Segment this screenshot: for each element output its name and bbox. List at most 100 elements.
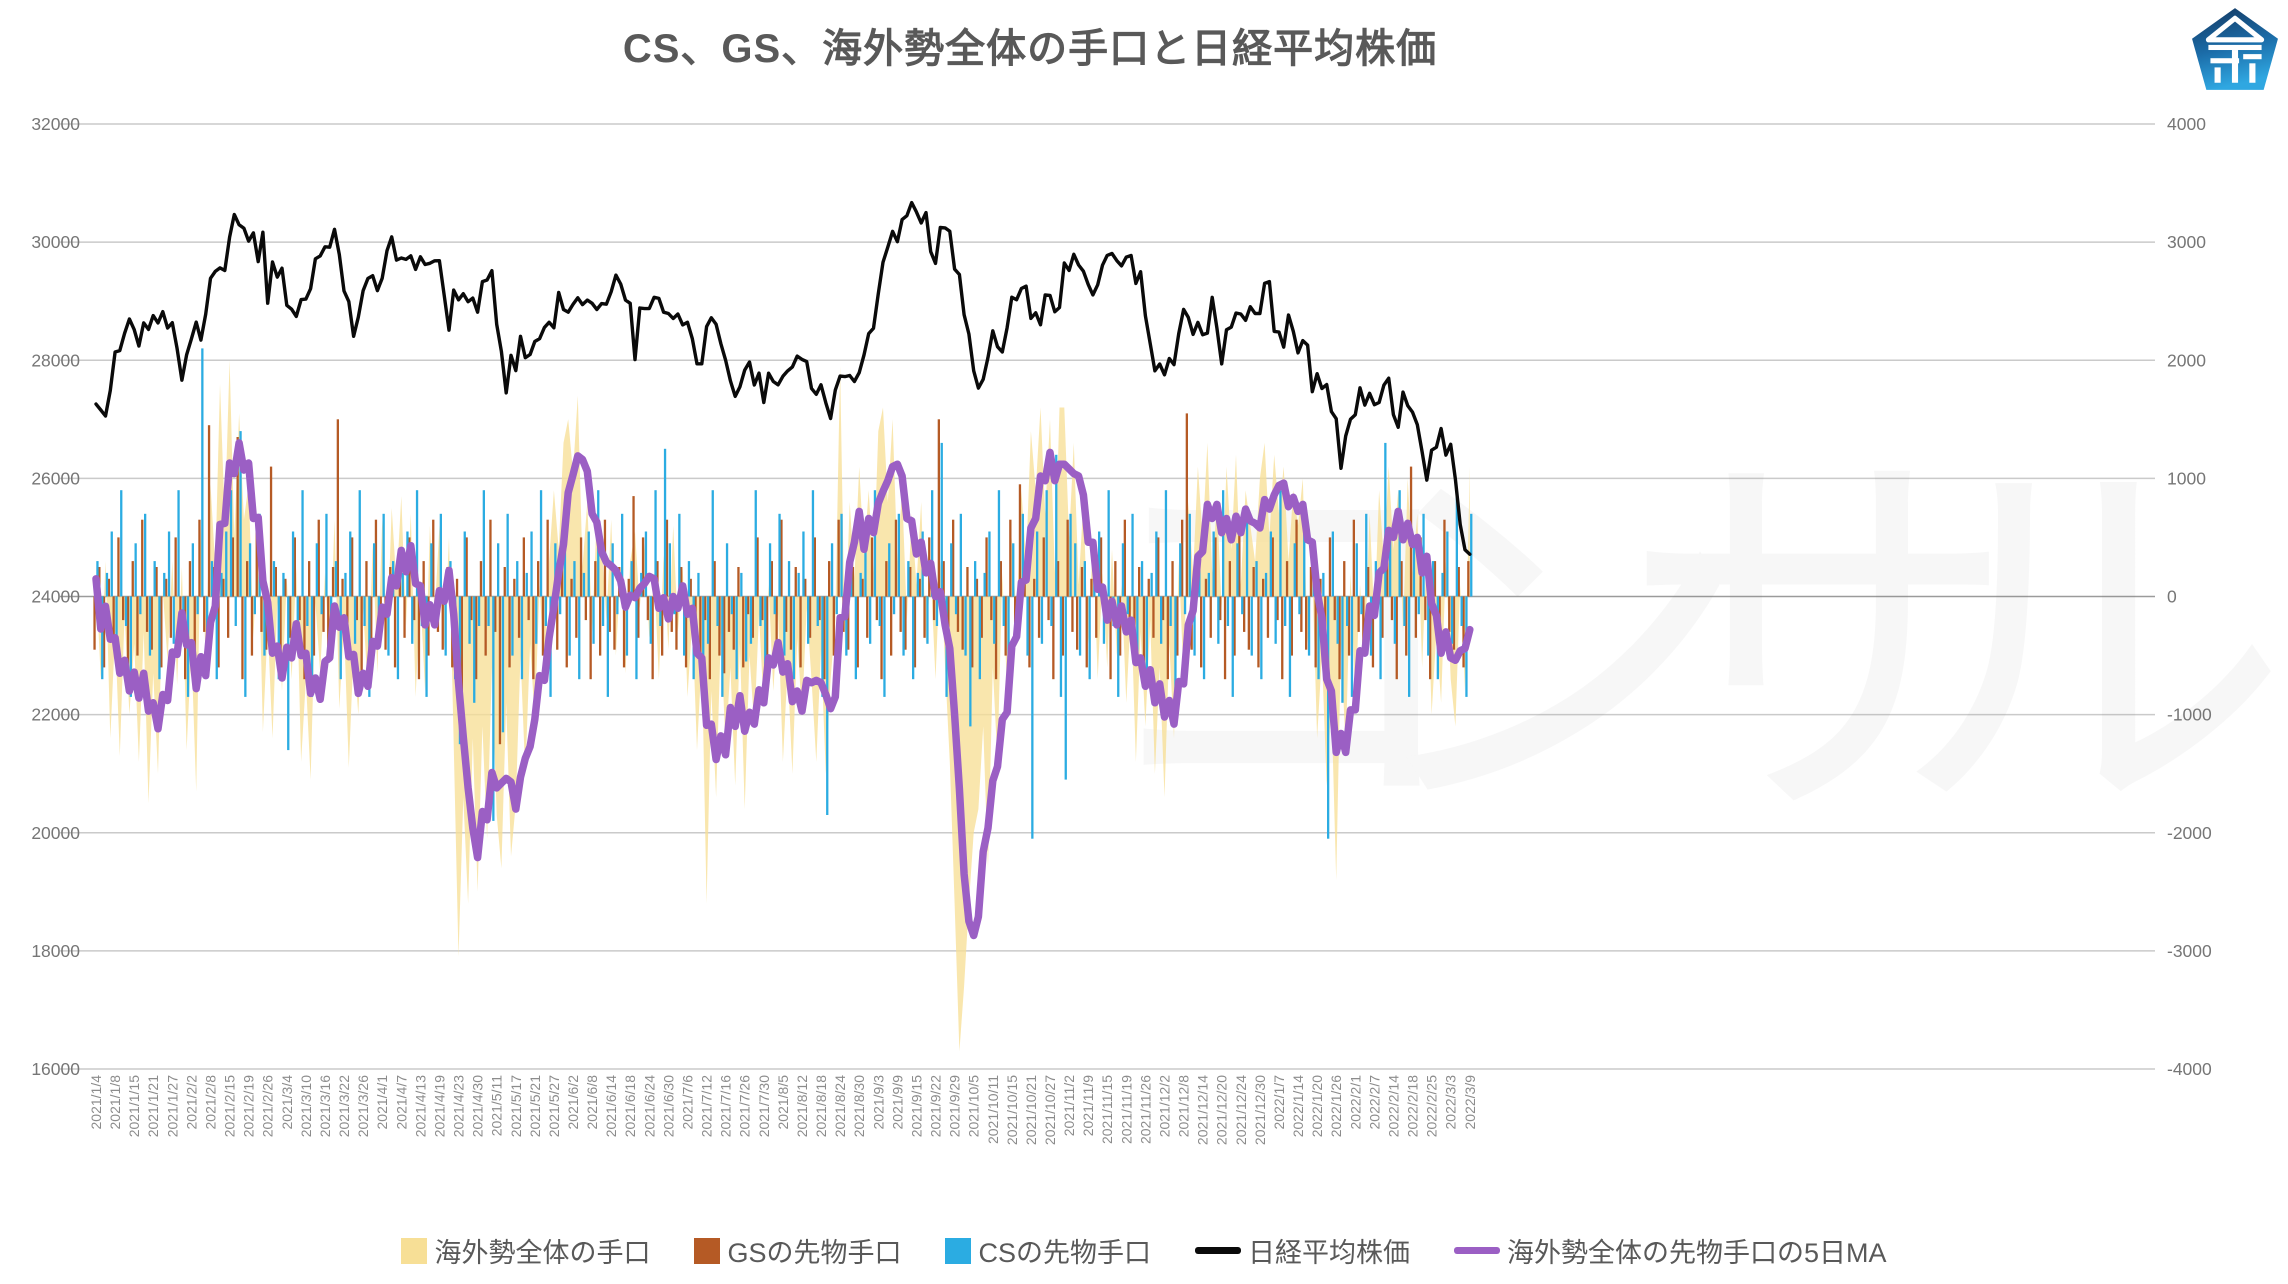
svg-text:2021/12/24: 2021/12/24 xyxy=(1233,1075,1249,1145)
svg-text:2021/8/5: 2021/8/5 xyxy=(775,1075,791,1130)
svg-text:2021/9/9: 2021/9/9 xyxy=(889,1075,905,1130)
legend-item-0: 海外勢全体の手口 xyxy=(401,1231,650,1270)
legend-label: CSの先物手口 xyxy=(978,1238,1151,1268)
svg-text:2021/4/23: 2021/4/23 xyxy=(451,1075,467,1137)
legend-swatch-icon xyxy=(1454,1247,1500,1254)
logo-glyph xyxy=(2208,44,2262,83)
svg-text:2021/2/2: 2021/2/2 xyxy=(183,1075,199,1130)
nikkei-line-series xyxy=(94,200,1472,556)
legend-swatch-icon xyxy=(945,1237,972,1264)
chart-legend: 海外勢全体の手口 GSの先物手口 CSの先物手口 日経平均株価 海外勢全体の先物手口の5… xyxy=(0,1231,2288,1270)
svg-text:2022/2/1: 2022/2/1 xyxy=(1347,1075,1363,1130)
svg-text:4000: 4000 xyxy=(2167,114,2206,134)
svg-text:2021/12/20: 2021/12/20 xyxy=(1214,1075,1230,1145)
svg-text:2021/9/15: 2021/9/15 xyxy=(908,1075,924,1137)
svg-text:1000: 1000 xyxy=(2167,468,2206,488)
pentagon-brand-logo xyxy=(2192,8,2278,90)
svg-text:2021/10/5: 2021/10/5 xyxy=(966,1075,982,1137)
svg-text:2021/2/15: 2021/2/15 xyxy=(222,1075,238,1137)
svg-text:2022/3/3: 2022/3/3 xyxy=(1443,1075,1459,1130)
ma5-line-series xyxy=(92,439,1474,940)
svg-text:2021/8/24: 2021/8/24 xyxy=(832,1075,848,1137)
legend-item-3: 日経平均株価 xyxy=(1195,1231,1410,1270)
svg-text:2021/11/2: 2021/11/2 xyxy=(1061,1075,1077,1136)
svg-text:2021/7/12: 2021/7/12 xyxy=(699,1075,715,1137)
svg-text:2021/1/21: 2021/1/21 xyxy=(145,1075,161,1137)
svg-text:2021/6/14: 2021/6/14 xyxy=(603,1075,619,1137)
svg-text:2021/10/27: 2021/10/27 xyxy=(1042,1075,1058,1145)
svg-text:2022/1/14: 2022/1/14 xyxy=(1290,1075,1306,1137)
svg-text:2021/12/30: 2021/12/30 xyxy=(1252,1075,1268,1145)
svg-text:18000: 18000 xyxy=(31,941,80,961)
svg-text:28000: 28000 xyxy=(31,350,80,370)
svg-text:2021/7/16: 2021/7/16 xyxy=(718,1075,734,1137)
svg-text:2021/8/12: 2021/8/12 xyxy=(794,1075,810,1137)
svg-text:-3000: -3000 xyxy=(2167,941,2212,961)
legend-label: 日経平均株価 xyxy=(1248,1238,1410,1268)
svg-text:2021/7/26: 2021/7/26 xyxy=(737,1075,753,1137)
svg-text:2021/12/2: 2021/12/2 xyxy=(1156,1075,1172,1137)
svg-text:2021/10/15: 2021/10/15 xyxy=(1004,1075,1020,1145)
svg-text:2021/1/27: 2021/1/27 xyxy=(164,1075,180,1137)
svg-text:16000: 16000 xyxy=(31,1059,80,1079)
svg-text:2021/3/22: 2021/3/22 xyxy=(336,1075,352,1137)
svg-text:2021/6/2: 2021/6/2 xyxy=(565,1075,581,1130)
svg-text:2021/2/26: 2021/2/26 xyxy=(260,1075,276,1137)
left-axis-labels: 32000 30000 28000 26000 24000 22000 20000 18000… xyxy=(31,114,80,1079)
svg-text:2021/4/13: 2021/4/13 xyxy=(412,1075,428,1137)
svg-text:2021/5/11: 2021/5/11 xyxy=(489,1075,505,1136)
svg-text:2021/3/4: 2021/3/4 xyxy=(279,1075,295,1130)
svg-text:2021/3/10: 2021/3/10 xyxy=(298,1075,314,1137)
right-axis-labels: 4000 3000 2000 1000 0 -1000 -2000 -3000 -4000 xyxy=(2167,114,2212,1079)
svg-text:22000: 22000 xyxy=(31,705,80,725)
svg-text:2021/1/15: 2021/1/15 xyxy=(126,1075,142,1137)
svg-text:2021/8/30: 2021/8/30 xyxy=(851,1075,867,1137)
x-axis-labels: 2021/1/4 2021/1/8 2021/1/15 2021/1/21 2021/1… xyxy=(88,1075,1478,1145)
chart-title: CS、GS、海外勢全体の手口と日経平均株価 xyxy=(622,27,1438,71)
svg-text:2021/6/8: 2021/6/8 xyxy=(584,1075,600,1130)
svg-text:2022/2/14: 2022/2/14 xyxy=(1385,1075,1401,1137)
svg-text:2022/1/20: 2022/1/20 xyxy=(1309,1075,1325,1137)
svg-text:2021/10/11: 2021/10/11 xyxy=(985,1075,1001,1144)
legend-swatch-icon xyxy=(401,1237,428,1264)
logo-roof-icon xyxy=(2205,15,2265,43)
svg-text:2021/11/19: 2021/11/19 xyxy=(1118,1075,1134,1144)
svg-text:2000: 2000 xyxy=(2167,350,2206,370)
svg-text:2021/4/30: 2021/4/30 xyxy=(470,1075,486,1137)
svg-text:2022/2/25: 2022/2/25 xyxy=(1424,1075,1440,1137)
legend-item-1: GSの先物手口 xyxy=(694,1231,901,1270)
svg-text:2022/2/7: 2022/2/7 xyxy=(1366,1075,1382,1130)
svg-text:2021/9/3: 2021/9/3 xyxy=(870,1075,886,1130)
legend-swatch-icon xyxy=(694,1237,721,1264)
gs-bar-series xyxy=(93,413,1470,745)
legend-item-2: CSの先物手口 xyxy=(945,1231,1151,1270)
svg-text:2021/10/21: 2021/10/21 xyxy=(1023,1075,1039,1145)
svg-text:2021/2/19: 2021/2/19 xyxy=(241,1075,257,1137)
svg-text:30000: 30000 xyxy=(31,232,80,252)
svg-text:2021/5/17: 2021/5/17 xyxy=(508,1075,524,1137)
svg-text:2021/8/18: 2021/8/18 xyxy=(813,1075,829,1137)
legend-swatch-icon xyxy=(1195,1247,1241,1254)
gridlines xyxy=(60,123,2155,1070)
svg-text:2022/1/26: 2022/1/26 xyxy=(1328,1075,1344,1137)
svg-text:2021/6/18: 2021/6/18 xyxy=(622,1075,638,1137)
svg-text:-4000: -4000 xyxy=(2167,1059,2212,1079)
legend-label: 海外勢全体の手口 xyxy=(434,1238,651,1268)
svg-text:2021/9/22: 2021/9/22 xyxy=(928,1075,944,1137)
svg-text:2021/7/6: 2021/7/6 xyxy=(679,1075,695,1130)
svg-text:2021/5/21: 2021/5/21 xyxy=(527,1075,543,1137)
legend-item-4: 海外勢全体の先物手口の5日MA xyxy=(1454,1231,1887,1270)
svg-text:2021/3/26: 2021/3/26 xyxy=(355,1075,371,1137)
svg-text:-1000: -1000 xyxy=(2167,705,2212,725)
svg-text:2021/6/30: 2021/6/30 xyxy=(660,1075,676,1137)
svg-text:2021/1/8: 2021/1/8 xyxy=(107,1075,123,1130)
svg-text:3000: 3000 xyxy=(2167,232,2206,252)
svg-text:2022/2/18: 2022/2/18 xyxy=(1405,1075,1421,1137)
svg-text:2021/7/30: 2021/7/30 xyxy=(756,1075,772,1137)
svg-text:2021/11/9: 2021/11/9 xyxy=(1080,1075,1096,1136)
svg-text:2021/9/29: 2021/9/29 xyxy=(947,1075,963,1137)
svg-text:2021/2/8: 2021/2/8 xyxy=(202,1075,218,1130)
total-area-series xyxy=(96,360,1470,1052)
svg-text:2021/12/14: 2021/12/14 xyxy=(1195,1075,1211,1145)
